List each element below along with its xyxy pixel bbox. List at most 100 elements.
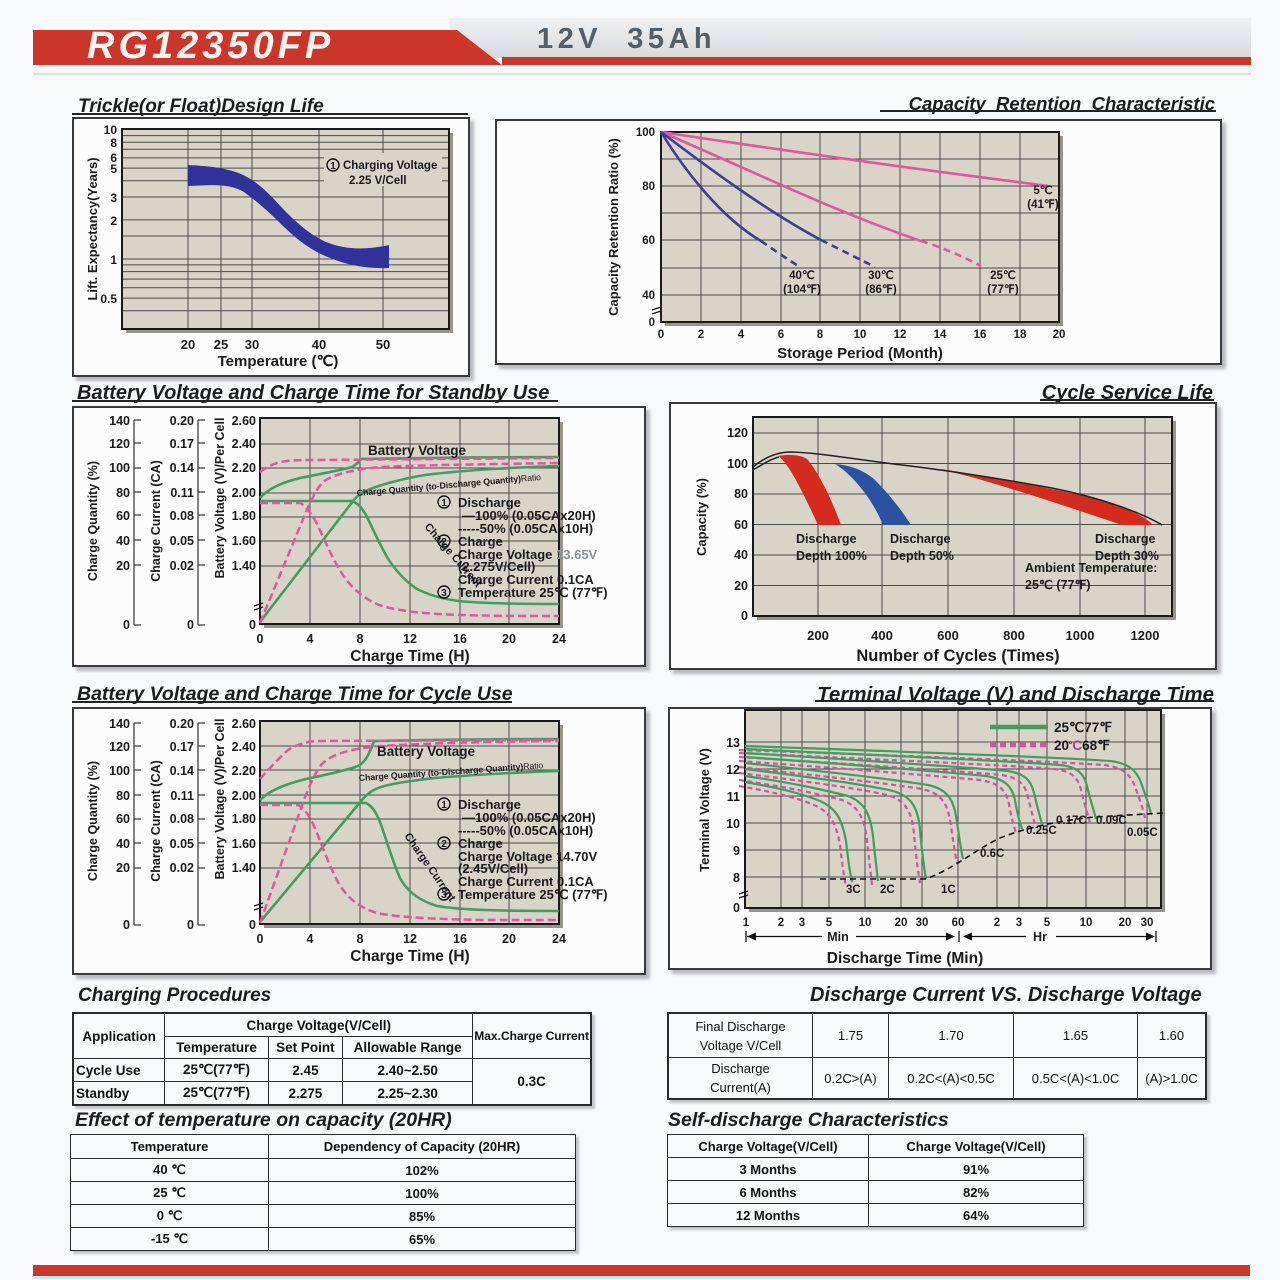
svg-text:20: 20 bbox=[502, 632, 516, 646]
svg-text:0: 0 bbox=[257, 632, 264, 646]
svg-text:20: 20 bbox=[502, 932, 516, 946]
svg-text:800: 800 bbox=[1003, 628, 1025, 643]
svg-text:Storage Period (Month): Storage Period (Month) bbox=[777, 345, 943, 362]
svg-text:2C: 2C bbox=[880, 884, 895, 896]
svg-text:Temperature 25℃ (77℉): Temperature 25℃ (77℉) bbox=[458, 887, 608, 902]
svg-text:0: 0 bbox=[123, 918, 130, 932]
svg-text:80: 80 bbox=[116, 486, 130, 500]
svg-text:80: 80 bbox=[116, 789, 130, 803]
svg-text:0.17: 0.17 bbox=[170, 740, 194, 754]
svg-text:1: 1 bbox=[110, 253, 117, 267]
svg-text:Lift. Expectancy(Years): Lift. Expectancy(Years) bbox=[85, 157, 100, 300]
svg-text:2.25 V/Cell: 2.25 V/Cell bbox=[349, 175, 407, 187]
svg-text:5: 5 bbox=[826, 917, 833, 929]
svg-text:5℃: 5℃ bbox=[1033, 184, 1052, 197]
svg-text:Charge Quantity (%): Charge Quantity (%) bbox=[86, 461, 100, 581]
svg-text:3C: 3C bbox=[846, 884, 861, 896]
svg-text:Hr: Hr bbox=[1033, 930, 1047, 944]
svg-text:—100% (0.05CAx20H): —100% (0.05CAx20H) bbox=[462, 508, 596, 523]
svg-text:0.6C: 0.6C bbox=[980, 848, 1004, 860]
svg-text:Charging Voltage: Charging Voltage bbox=[343, 160, 437, 172]
svg-text:2.60: 2.60 bbox=[232, 414, 256, 428]
svg-text:Discharge Time (Min): Discharge Time (Min) bbox=[827, 950, 983, 967]
svg-text:25: 25 bbox=[214, 337, 228, 352]
svg-text:3: 3 bbox=[441, 890, 447, 901]
svg-text:10: 10 bbox=[104, 123, 118, 137]
svg-text:18: 18 bbox=[1014, 329, 1027, 341]
svg-text:5: 5 bbox=[1044, 917, 1051, 929]
svg-text:120: 120 bbox=[109, 437, 130, 451]
svg-text:40: 40 bbox=[642, 290, 655, 302]
svg-text:0.11: 0.11 bbox=[170, 486, 194, 500]
svg-text:(2.45V/Cell): (2.45V/Cell) bbox=[458, 861, 528, 876]
svg-text:0: 0 bbox=[187, 918, 194, 932]
svg-text:12: 12 bbox=[726, 763, 740, 777]
svg-text:4: 4 bbox=[738, 329, 745, 341]
svg-text:0.17: 0.17 bbox=[170, 437, 194, 451]
svg-text:60: 60 bbox=[116, 509, 130, 523]
svg-text:Charge Quantity (%): Charge Quantity (%) bbox=[86, 761, 100, 881]
svg-text:0: 0 bbox=[733, 901, 740, 915]
svg-text:30℃: 30℃ bbox=[868, 269, 894, 282]
svg-text:Charge Time (H): Charge Time (H) bbox=[350, 648, 469, 665]
svg-text:1: 1 bbox=[743, 917, 750, 929]
svg-text:24: 24 bbox=[552, 932, 566, 946]
svg-text:Capacity (%): Capacity (%) bbox=[694, 478, 709, 556]
svg-text:0: 0 bbox=[123, 618, 130, 632]
svg-text:0.08: 0.08 bbox=[170, 509, 194, 523]
svg-text:Number of Cycles (Times): Number of Cycles (Times) bbox=[856, 647, 1059, 665]
svg-text:2: 2 bbox=[441, 839, 447, 850]
svg-text:Charge Current (CA): Charge Current (CA) bbox=[149, 460, 163, 582]
svg-text:40: 40 bbox=[116, 837, 130, 851]
svg-text:4: 4 bbox=[307, 632, 314, 646]
svg-text:Discharge: Discharge bbox=[890, 532, 950, 546]
svg-text:60: 60 bbox=[116, 812, 130, 826]
svg-text:1.40: 1.40 bbox=[232, 861, 256, 875]
svg-text:600: 600 bbox=[937, 628, 959, 643]
svg-text:24: 24 bbox=[552, 632, 566, 646]
svg-text:-----50% (0.05CAx10H): -----50% (0.05CAx10H) bbox=[458, 823, 593, 838]
svg-text:Ambient Temperature:: Ambient Temperature: bbox=[1025, 561, 1157, 575]
svg-text:8: 8 bbox=[110, 136, 117, 150]
svg-text:10: 10 bbox=[1080, 917, 1093, 929]
svg-text:10: 10 bbox=[854, 329, 867, 341]
svg-text:140: 140 bbox=[109, 414, 130, 428]
svg-text:(86℉): (86℉) bbox=[865, 283, 897, 296]
svg-text:100: 100 bbox=[727, 457, 748, 471]
svg-text:Discharge: Discharge bbox=[458, 797, 521, 812]
svg-text:25℃77℉: 25℃77℉ bbox=[1054, 720, 1112, 735]
svg-text:Charge Current (CA): Charge Current (CA) bbox=[149, 760, 163, 882]
svg-text:40℃: 40℃ bbox=[789, 269, 815, 282]
svg-text:80: 80 bbox=[734, 487, 748, 501]
svg-text:1.80: 1.80 bbox=[232, 812, 256, 826]
svg-text:20: 20 bbox=[116, 861, 130, 875]
svg-text:20: 20 bbox=[734, 579, 748, 593]
svg-text:0.05: 0.05 bbox=[170, 534, 194, 548]
svg-text:25℃ (77℉): 25℃ (77℉) bbox=[1025, 578, 1091, 592]
svg-text:20: 20 bbox=[116, 559, 130, 573]
svg-text:100: 100 bbox=[109, 764, 130, 778]
svg-text:0: 0 bbox=[741, 609, 748, 623]
svg-text:100: 100 bbox=[636, 127, 655, 139]
svg-text:40: 40 bbox=[312, 337, 326, 352]
svg-text:3: 3 bbox=[441, 588, 447, 599]
svg-text:13: 13 bbox=[726, 736, 740, 750]
svg-text:0.11: 0.11 bbox=[170, 789, 194, 803]
svg-text:Charge Voltage 13.65V: Charge Voltage 13.65V bbox=[458, 547, 598, 562]
svg-text:6: 6 bbox=[110, 151, 117, 165]
svg-text:Min: Min bbox=[827, 930, 849, 944]
svg-text:16: 16 bbox=[453, 632, 467, 646]
svg-text:0.17C: 0.17C bbox=[1056, 815, 1087, 827]
svg-text:1200: 1200 bbox=[1131, 628, 1160, 643]
svg-text:2.20: 2.20 bbox=[232, 764, 256, 778]
svg-text:0.02: 0.02 bbox=[170, 559, 194, 573]
svg-text:0.20: 0.20 bbox=[170, 717, 194, 731]
svg-text:60: 60 bbox=[642, 235, 655, 247]
svg-text:—100% (0.05CAx20H): —100% (0.05CAx20H) bbox=[462, 810, 596, 825]
svg-text:0: 0 bbox=[249, 918, 256, 932]
svg-text:0.5: 0.5 bbox=[100, 292, 117, 306]
svg-text:120: 120 bbox=[727, 426, 748, 440]
svg-text:1: 1 bbox=[330, 161, 336, 172]
svg-text:0.09C: 0.09C bbox=[1096, 815, 1127, 827]
svg-text:16: 16 bbox=[974, 329, 987, 341]
